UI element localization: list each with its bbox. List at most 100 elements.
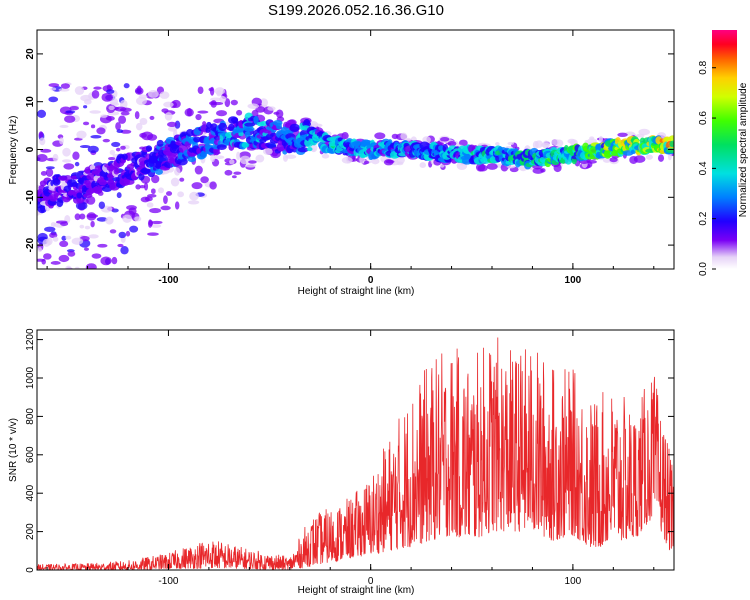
spectrogram-blob bbox=[111, 256, 118, 265]
colorbar-tick-label: 0.6 bbox=[698, 111, 709, 125]
spectrogram-blob bbox=[38, 131, 44, 139]
spectrogram-ridge-blob bbox=[241, 142, 249, 148]
spectrogram-blob bbox=[200, 176, 209, 184]
spectrogram-blob bbox=[419, 162, 427, 169]
spectrogram-blob bbox=[40, 148, 52, 153]
spectrogram-blob bbox=[128, 207, 137, 215]
spectrogram-blob bbox=[87, 145, 99, 154]
spectrogram-blob bbox=[59, 240, 69, 248]
spectrogram-blob bbox=[189, 191, 199, 201]
spectrogram-blob bbox=[216, 110, 228, 117]
x-tick-label: -100 bbox=[158, 275, 178, 286]
spectrogram-blob bbox=[79, 224, 85, 229]
spectrogram-blob bbox=[111, 141, 121, 147]
spectrogram-blob bbox=[147, 89, 159, 98]
spectrogram-blob bbox=[45, 168, 54, 177]
spectrogram-ridge-blob bbox=[112, 177, 120, 182]
spectrogram-blob bbox=[275, 109, 284, 119]
spectrogram-blob bbox=[106, 89, 115, 94]
spectrogram-blob bbox=[233, 171, 242, 175]
spectrogram-blob bbox=[542, 140, 550, 150]
spectrogram-blob bbox=[34, 280, 43, 288]
colorbar-tick-label: 0.4 bbox=[698, 161, 709, 175]
y-tick-label: 0 bbox=[25, 567, 36, 573]
spectrogram-blob bbox=[106, 84, 112, 91]
spectrogram-blob bbox=[85, 263, 97, 269]
spectrogram-ridge-blob bbox=[98, 180, 108, 186]
spectrogram-ridge-blob bbox=[663, 137, 669, 142]
spectrogram-blob bbox=[39, 137, 46, 146]
spectrogram-blob bbox=[216, 90, 222, 97]
spectrogram-blob bbox=[440, 136, 450, 142]
spectrogram-blob bbox=[495, 142, 500, 146]
spectrogram-blob bbox=[146, 202, 154, 208]
spectrogram-blob bbox=[79, 213, 86, 220]
x-tick-label: 100 bbox=[565, 275, 582, 286]
spectrogram-blob bbox=[255, 154, 265, 163]
spectrogram-blob bbox=[84, 225, 91, 230]
spectrogram-blob bbox=[645, 154, 653, 160]
y-tick-label: 10 bbox=[25, 96, 36, 108]
spectrogram-ridge-blob bbox=[297, 147, 309, 153]
colorbar: 0.0 0.2 0.4 0.6 0.8 Normalized spectral ampl… bbox=[698, 30, 749, 276]
spectrogram-blob bbox=[125, 230, 131, 237]
y-tick-label: -10 bbox=[25, 190, 36, 205]
colorbar-tick-label: 0.0 bbox=[698, 262, 709, 276]
spectrogram-ridge-blob bbox=[113, 167, 120, 175]
spectrogram-blob bbox=[195, 113, 202, 121]
spectrogram-blob bbox=[69, 106, 79, 111]
spectrogram-blob bbox=[247, 103, 260, 109]
spectrogram-blob bbox=[100, 256, 112, 266]
spectrogram-blob bbox=[108, 156, 116, 161]
spectrogram-blob bbox=[58, 88, 70, 92]
spectrogram-blob bbox=[134, 111, 140, 120]
spectrogram-blob bbox=[100, 114, 108, 118]
spectrogram-blob bbox=[96, 217, 108, 222]
spectrogram-blob bbox=[174, 120, 181, 129]
spectrogram-blob bbox=[45, 295, 52, 302]
spectrogram-blob bbox=[102, 138, 110, 143]
snr-xlabel: Height of straight line (km) bbox=[298, 585, 415, 596]
spectrogram-blob bbox=[134, 216, 142, 222]
spectrogram-blob bbox=[79, 145, 91, 149]
spectrogram-blob bbox=[37, 247, 42, 253]
spectrogram-blob bbox=[239, 155, 251, 165]
spectrogram-blob bbox=[43, 253, 52, 260]
spectrogram-blob bbox=[33, 311, 42, 317]
spectrogram-blob bbox=[74, 266, 80, 269]
spectrogram-blob bbox=[118, 115, 127, 124]
spectrogram-blob bbox=[120, 246, 129, 255]
x-tick-label: 0 bbox=[368, 275, 374, 286]
spectrogram-blob bbox=[83, 105, 88, 109]
spectrogram-blob bbox=[177, 191, 185, 198]
spectrogram-blob bbox=[587, 138, 597, 144]
spectrogram-blob bbox=[150, 223, 162, 228]
spectrogram-blob bbox=[109, 149, 116, 155]
spectrogram-blob bbox=[108, 105, 115, 111]
spectrogram-blob bbox=[122, 214, 132, 223]
spectrogram-blob bbox=[114, 106, 127, 112]
spectrogram-blob bbox=[60, 292, 68, 298]
spectrogram-blob bbox=[50, 87, 57, 91]
spectrogram-blob bbox=[123, 83, 130, 89]
spectrogram-blob bbox=[48, 96, 59, 103]
spectrogram-blob bbox=[105, 216, 114, 225]
spectrogram-blob bbox=[248, 160, 257, 164]
spectrogram-blob bbox=[82, 121, 90, 126]
spectrogram-blob bbox=[74, 86, 85, 95]
spectrogram-blob bbox=[52, 153, 59, 162]
spectrogram-blob bbox=[633, 155, 646, 163]
spectrogram-ridge-blob bbox=[37, 205, 47, 214]
spectrogram-blob bbox=[187, 200, 200, 205]
spectrogram-blob bbox=[41, 258, 46, 265]
spectrogram-ridge-blob bbox=[669, 140, 674, 148]
spectrogram-blob bbox=[236, 151, 241, 160]
spectrogram-ridge-blob bbox=[193, 136, 201, 143]
spectrogram-blob bbox=[37, 291, 49, 297]
spectrogram-blob bbox=[170, 177, 180, 187]
spectrogram-blob bbox=[219, 95, 227, 103]
spectrogram-blob bbox=[447, 141, 457, 147]
spectrogram-blob bbox=[72, 151, 80, 161]
spectrogram-blob bbox=[129, 225, 139, 233]
x-tick-label: 0 bbox=[368, 576, 374, 587]
